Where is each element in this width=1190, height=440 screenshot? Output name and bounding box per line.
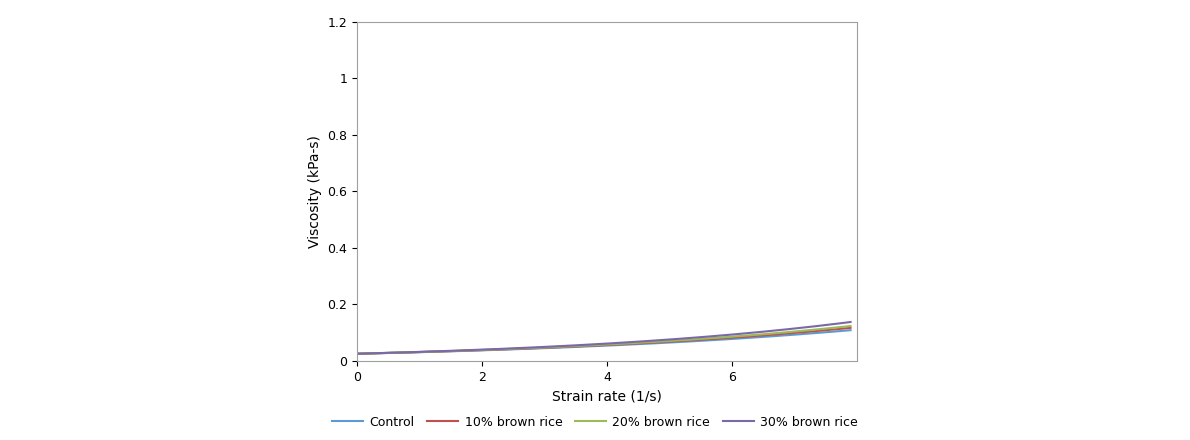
Control bbox=[574, 344, 588, 349]
Line: 10% brown rice: 10% brown rice bbox=[357, 328, 851, 354]
20% brown rice bbox=[721, 334, 735, 340]
Y-axis label: Viscosity (kPa-s): Viscosity (kPa-s) bbox=[308, 135, 321, 248]
20% brown rice bbox=[437, 348, 451, 354]
Control bbox=[679, 339, 694, 344]
30% brown rice bbox=[679, 336, 694, 341]
Legend: Control, 10% brown rice, 20% brown rice, 30% brown rice: Control, 10% brown rice, 20% brown rice,… bbox=[327, 411, 863, 434]
30% brown rice bbox=[640, 338, 654, 344]
20% brown rice bbox=[640, 340, 654, 345]
20% brown rice bbox=[679, 337, 694, 342]
20% brown rice bbox=[477, 347, 491, 352]
30% brown rice bbox=[844, 319, 858, 325]
Line: Control: Control bbox=[357, 330, 851, 354]
Line: 20% brown rice: 20% brown rice bbox=[357, 326, 851, 354]
10% brown rice bbox=[574, 344, 588, 349]
30% brown rice bbox=[437, 348, 451, 354]
Control bbox=[721, 337, 735, 342]
Line: 30% brown rice: 30% brown rice bbox=[357, 322, 851, 354]
20% brown rice bbox=[844, 323, 858, 329]
10% brown rice bbox=[640, 340, 654, 345]
20% brown rice bbox=[350, 351, 364, 356]
Control bbox=[350, 351, 364, 356]
10% brown rice bbox=[844, 325, 858, 330]
30% brown rice bbox=[721, 332, 735, 337]
Control bbox=[844, 327, 858, 333]
10% brown rice bbox=[437, 349, 451, 354]
10% brown rice bbox=[679, 338, 694, 343]
10% brown rice bbox=[350, 351, 364, 356]
Control bbox=[477, 348, 491, 353]
Control bbox=[640, 341, 654, 346]
30% brown rice bbox=[574, 342, 588, 348]
X-axis label: Strain rate (1/s): Strain rate (1/s) bbox=[552, 389, 662, 403]
10% brown rice bbox=[477, 348, 491, 353]
Control bbox=[437, 349, 451, 354]
10% brown rice bbox=[721, 335, 735, 341]
20% brown rice bbox=[574, 343, 588, 348]
30% brown rice bbox=[350, 351, 364, 356]
30% brown rice bbox=[477, 347, 491, 352]
